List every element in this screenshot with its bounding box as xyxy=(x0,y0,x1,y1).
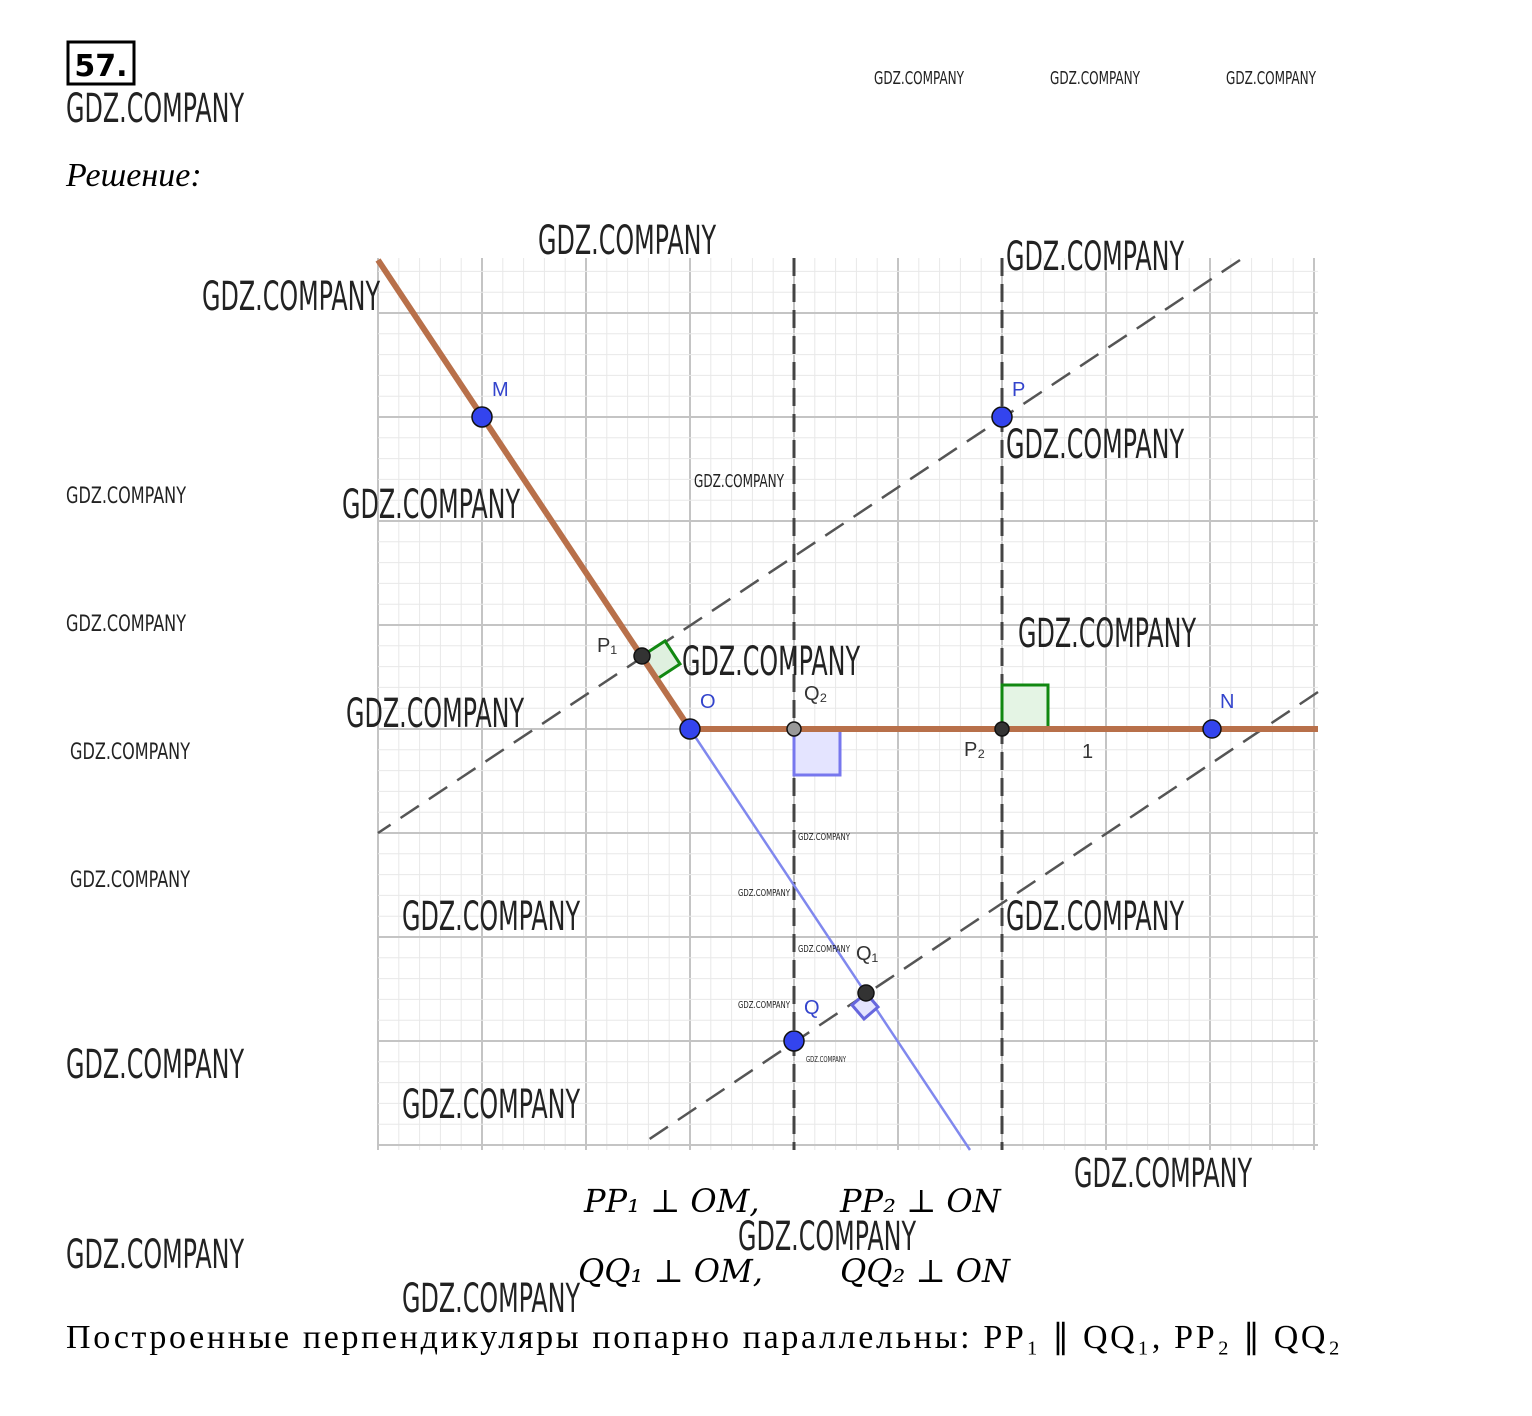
watermark: GDZ.COMPANY xyxy=(1006,422,1185,468)
point-label: Q xyxy=(804,997,820,1019)
watermark: GDZ.COMPANY xyxy=(66,86,245,132)
watermark: GDZ.COMPANY xyxy=(66,484,187,509)
heading: Решение: xyxy=(65,157,202,194)
watermark: GDZ.COMPANY xyxy=(738,1214,917,1260)
point xyxy=(786,721,802,737)
watermark: GDZ.COMPANY xyxy=(874,68,964,89)
point-label: N xyxy=(1220,691,1234,713)
watermark: GDZ.COMPANY xyxy=(1006,894,1185,940)
point-labels: M P O Q₂ P₁ P₂ N Q Q₁ 1 xyxy=(492,379,1234,1019)
minor-label: 1 xyxy=(1082,741,1093,763)
point xyxy=(471,406,493,428)
formula: QQ₁ ⊥ OM, xyxy=(578,1252,763,1290)
formula: PP₂ ⊥ ON xyxy=(839,1182,1002,1220)
watermark: GDZ.COMPANY xyxy=(694,471,784,492)
watermark: GDZ.COMPANY xyxy=(538,218,717,264)
watermark: GDZ.COMPANY xyxy=(1050,68,1140,89)
right-angle xyxy=(1000,683,1050,731)
watermark: GDZ.COMPANY xyxy=(806,1055,846,1064)
point xyxy=(1202,719,1222,739)
watermark: GDZ.COMPANY xyxy=(346,691,525,737)
watermark: GDZ.COMPANY xyxy=(70,868,191,893)
watermarks: GDZ.COMPANY GDZ.COMPANY GDZ.COMPANY GDZ.COM… xyxy=(66,68,1316,1322)
watermark: GDZ.COMPANY xyxy=(1074,1151,1253,1197)
points xyxy=(471,406,1222,1052)
watermark: GDZ.COMPANY xyxy=(342,482,521,528)
watermark: GDZ.COMPANY xyxy=(70,740,191,765)
watermark: GDZ.COMPANY xyxy=(402,894,581,940)
number-box xyxy=(66,40,136,86)
point-label: O xyxy=(700,691,716,713)
conclusion: Построенные перпендикуляры попарно парал… xyxy=(66,1319,1340,1356)
watermark: GDZ.COMPANY xyxy=(798,832,850,843)
watermark: GDZ.COMPANY xyxy=(798,944,850,955)
watermark: GDZ.COMPANY xyxy=(1018,611,1197,657)
point-label: M xyxy=(492,379,509,401)
problem-number: 57. xyxy=(74,49,127,84)
watermark: GDZ.COMPANY xyxy=(66,1232,245,1278)
watermark: GDZ.COMPANY xyxy=(738,1000,790,1011)
point-label: Q₁ xyxy=(856,943,879,965)
ray-extension xyxy=(688,728,972,1151)
formula: QQ₂ ⊥ ON xyxy=(840,1252,1011,1290)
watermark: GDZ.COMPANY xyxy=(402,1082,581,1128)
point xyxy=(857,984,875,1002)
watermark: GDZ.COMPANY xyxy=(1226,68,1316,89)
point-label: Q₂ xyxy=(804,683,827,705)
watermark: GDZ.COMPANY xyxy=(738,888,790,899)
point xyxy=(633,647,651,665)
point xyxy=(991,406,1013,428)
point-label: P₂ xyxy=(964,739,985,761)
watermark: GDZ.COMPANY xyxy=(402,1276,581,1322)
watermark: GDZ.COMPANY xyxy=(66,1042,245,1088)
formula: PP₁ ⊥ OM, xyxy=(583,1182,760,1220)
point-label: P₁ xyxy=(597,635,617,657)
point xyxy=(994,721,1010,737)
point xyxy=(783,1030,805,1052)
watermark: GDZ.COMPANY xyxy=(66,612,187,637)
watermark: GDZ.COMPANY xyxy=(202,274,381,320)
point-label: P xyxy=(1012,379,1025,401)
dashed-line xyxy=(377,258,1241,835)
point xyxy=(679,718,701,740)
right-angle xyxy=(792,727,842,777)
grid xyxy=(377,258,1318,1150)
watermark: GDZ.COMPANY xyxy=(682,639,861,685)
watermark: GDZ.COMPANY xyxy=(1006,234,1185,280)
